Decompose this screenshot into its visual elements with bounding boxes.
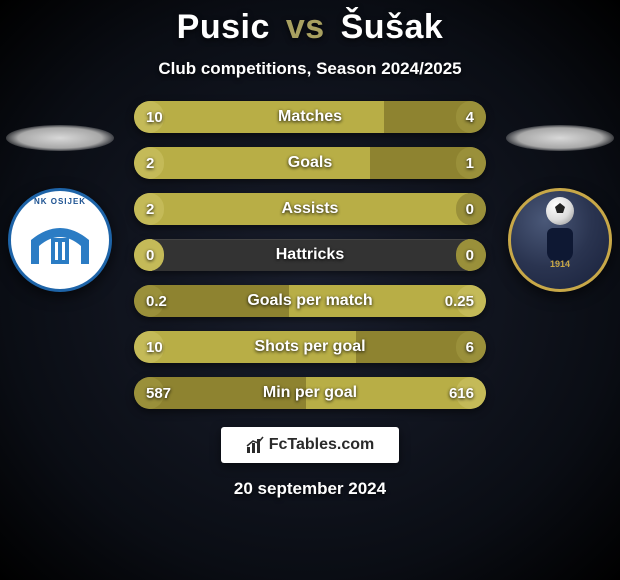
stat-row: 21Goals <box>134 147 486 179</box>
brand-text: FcTables.com <box>269 436 375 454</box>
bar-cap-left <box>134 147 164 179</box>
crest-left-text: NK OSIJEK <box>34 197 86 206</box>
page-title: Pusic vs Šušak <box>0 0 620 47</box>
stat-row: 0.20.25Goals per match <box>134 285 486 317</box>
bar-cap-right <box>456 147 486 179</box>
trophy-icon <box>547 228 573 262</box>
bar-cap-left <box>134 239 164 271</box>
bar-cap-left <box>134 193 164 225</box>
stat-row: 00Hattricks <box>134 239 486 271</box>
crest-right-graphic: 1914 <box>511 191 609 289</box>
bar-fill-left <box>134 331 356 363</box>
bar-cap-right <box>456 377 486 409</box>
club-crest-left: NK OSIJEK <box>8 188 112 292</box>
vs-label: vs <box>286 8 325 46</box>
bridge-icon <box>29 224 91 266</box>
soccer-ball-icon <box>546 197 574 225</box>
bar-cap-right <box>456 101 486 133</box>
bar-cap-right <box>456 193 486 225</box>
stat-label: Hattricks <box>134 239 486 271</box>
bar-cap-left <box>134 101 164 133</box>
player2-name: Šušak <box>341 8 444 46</box>
bar-cap-right <box>456 285 486 317</box>
player2-shadow <box>506 125 614 151</box>
bar-fill-left <box>134 193 468 225</box>
stat-row: 104Matches <box>134 101 486 133</box>
stat-row: 106Shots per goal <box>134 331 486 363</box>
subtitle: Club competitions, Season 2024/2025 <box>0 59 620 79</box>
crest-left-graphic: NK OSIJEK <box>11 191 109 289</box>
bar-cap-left <box>134 377 164 409</box>
bar-cap-right <box>456 239 486 271</box>
player1-shadow <box>6 125 114 151</box>
brand-badge[interactable]: FcTables.com <box>221 427 399 463</box>
crest-right-year: 1914 <box>550 259 570 269</box>
stat-row: 587616Min per goal <box>134 377 486 409</box>
player1-name: Pusic <box>177 8 270 46</box>
date-label: 20 september 2024 <box>0 479 620 499</box>
bar-cap-left <box>134 285 164 317</box>
comparison-bars: 104Matches 21Goals 20Assists 00Hattricks 0.2… <box>134 101 486 409</box>
club-crest-right: 1914 <box>508 188 612 292</box>
bar-cap-right <box>456 331 486 363</box>
bar-fill-left <box>134 101 384 133</box>
bar-fill-left <box>134 147 370 179</box>
bar-cap-left <box>134 331 164 363</box>
stat-row: 20Assists <box>134 193 486 225</box>
chart-icon <box>246 436 264 454</box>
